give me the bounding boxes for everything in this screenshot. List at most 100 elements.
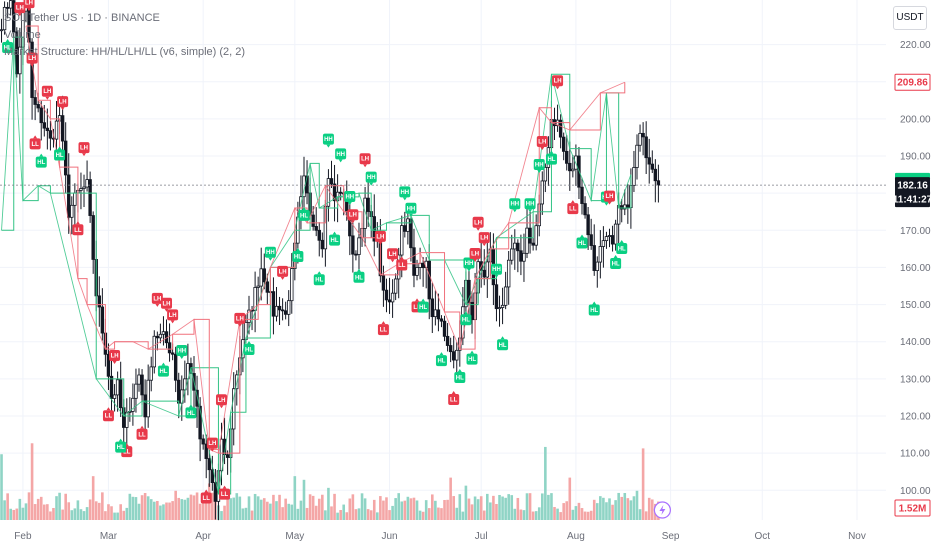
volume-bar [27,492,31,520]
volume-bar [104,511,107,520]
swing-label-lh: LH [167,309,179,324]
volume-bar [70,510,74,520]
swing-label-hh: HH [335,148,347,163]
swing-label-text: HH [407,206,416,212]
candle-body [586,214,590,236]
swing-label-pointer [421,298,426,302]
volume-bar [641,448,645,520]
volume-bar [592,499,596,520]
candle-body [106,353,111,377]
swing-label-lh: LH [552,75,564,90]
symbol-line[interactable]: SOL Tether US · 1D · BINANCE [4,12,160,24]
volume-bar [238,496,242,520]
swing-label-text: HL [612,262,620,268]
swing-label-hl: HL [545,150,557,165]
swing-label-pointer [378,241,383,245]
structure-lines [1,25,632,495]
volume-bar [562,503,565,520]
volume-bar [140,495,144,520]
swing-label-box [387,248,399,260]
swing-label-box [344,190,356,202]
swing-label-pointer [237,323,242,327]
candle-body [503,286,508,306]
swing-label-lh: LH [161,297,173,312]
swing-label-box [460,314,472,326]
swing-label-lh: LH [78,142,90,157]
swing-label-box [264,246,276,258]
volume-bar [544,446,547,520]
candle-body [283,310,288,315]
volume-bar [467,498,471,520]
swing-label-pointer [326,144,331,148]
swing-label-text: HL [56,153,64,159]
swing-label-pointer [27,8,32,12]
volume-bar [321,494,324,520]
volume-bar [122,510,126,520]
candle-body [51,137,56,140]
volume-bar [553,507,556,520]
volume-bar [3,500,6,520]
volume-bar [308,494,312,520]
candle-body [638,132,642,146]
candle-body [403,225,407,232]
swing-label-lh: LH [41,85,53,100]
candle-body [613,223,618,245]
candle-body [641,132,645,138]
candle-body [0,29,4,32]
volume-bar [595,503,599,520]
swing-label-pointer [295,247,300,251]
volume-bar [498,494,501,520]
volume-bar [470,504,474,520]
swing-label-pointer [408,213,413,217]
candle-body [357,237,361,255]
volume-bar [88,499,92,520]
candle-body [390,292,395,303]
candle-body [140,374,144,396]
swing-label-text: LH [25,1,33,7]
volume-bar [421,511,425,520]
swing-label-box [234,312,246,324]
swing-label-text: LL [138,432,146,438]
swing-label-lh: LH [26,52,38,67]
candle-body [644,136,648,159]
swing-label-hl: HL [576,234,588,249]
volume-bar [165,502,168,520]
currency-button[interactable]: USDT [893,6,927,30]
volume-bar [605,502,608,520]
candle-body [531,242,535,246]
candle-body [82,186,86,189]
volume-bar [537,507,541,520]
volume-bar [638,509,642,520]
swing-label-text: HL [4,46,12,52]
countdown-text: 11:41:27 [893,195,932,206]
volume-bar [617,492,620,520]
candle-body [287,300,291,315]
volume-bar [418,510,422,520]
volume-bar [431,494,434,520]
candle-body [482,269,486,278]
swing-label-text: HH [400,190,409,196]
volume-bar [620,496,624,520]
candle-body [510,248,514,261]
candle-body [610,235,615,245]
swing-label-box [347,209,359,221]
swing-label-pointer [246,341,251,345]
candle-body [534,225,538,246]
candle-body [366,197,370,212]
candle-body [70,204,74,218]
volume-bar [635,490,639,520]
volume-bar [427,508,431,520]
candle-body [589,234,593,246]
swing-label-pointer [204,489,209,493]
candle-body [354,253,358,256]
candle-body [277,305,282,311]
candle-body [571,168,575,172]
swing-label-text: LH [80,146,88,152]
volume-bar [342,504,346,520]
swing-label-hl: HL [2,39,14,54]
indicator-legend[interactable]: Market Structure: HH/HL/LH/LL (v6, simpl… [4,46,246,58]
volume-bar [327,487,330,520]
candle-body [406,218,410,232]
volume-legend[interactable]: Volume [4,29,41,41]
